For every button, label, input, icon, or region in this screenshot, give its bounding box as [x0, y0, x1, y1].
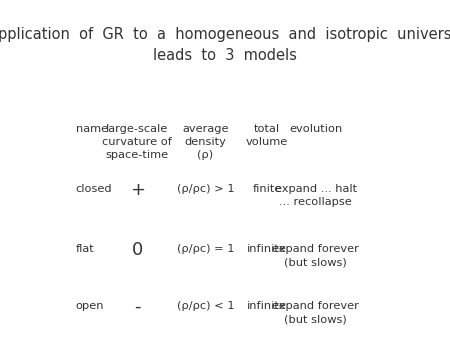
Text: (ρ/ρᴄ) = 1: (ρ/ρᴄ) = 1	[177, 244, 234, 255]
Text: flat: flat	[76, 244, 94, 255]
Text: expand forever
(but slows): expand forever (but slows)	[272, 301, 359, 324]
Text: 0: 0	[132, 241, 143, 259]
Text: -: -	[134, 298, 141, 316]
Text: large-scale
curvature of
space-time: large-scale curvature of space-time	[103, 124, 172, 160]
Text: name: name	[76, 124, 108, 134]
Text: infinite: infinite	[247, 301, 287, 311]
Text: total
volume: total volume	[246, 124, 288, 147]
Text: finite: finite	[252, 184, 282, 194]
Text: (ρ/ρᴄ) > 1: (ρ/ρᴄ) > 1	[177, 184, 234, 194]
Text: evolution: evolution	[289, 124, 342, 134]
Text: expand ... halt
... recollapse: expand ... halt ... recollapse	[275, 184, 357, 207]
Text: closed: closed	[76, 184, 112, 194]
Text: application  of  GR  to  a  homogeneous  and  isotropic  universe
leads  to  3  : application of GR to a homogeneous and i…	[0, 26, 450, 63]
Text: expand forever
(but slows): expand forever (but slows)	[272, 244, 359, 268]
Text: infinite: infinite	[247, 244, 287, 255]
Text: +: +	[130, 181, 145, 199]
Text: open: open	[76, 301, 104, 311]
Text: average
density
(ρ): average density (ρ)	[182, 124, 229, 160]
Text: (ρ/ρᴄ) < 1: (ρ/ρᴄ) < 1	[177, 301, 234, 311]
